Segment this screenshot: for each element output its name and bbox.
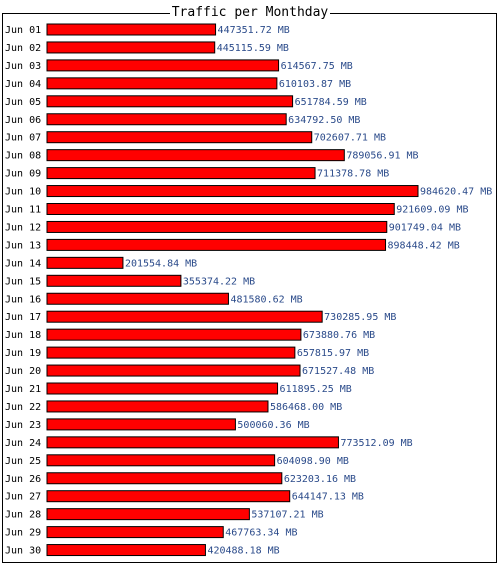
value-label: 671527.48 MB (302, 366, 374, 377)
traffic-bar (46, 238, 387, 251)
value-label: 623203.16 MB (284, 474, 356, 485)
day-label: Jun 26 (5, 474, 41, 485)
traffic-bar (46, 418, 236, 431)
value-label: 481580.62 MB (230, 294, 302, 305)
value-label: 984620.47 MB (420, 187, 492, 198)
day-label: Jun 15 (5, 276, 41, 287)
day-label: Jun 09 (5, 169, 41, 180)
day-label: Jun 29 (5, 528, 41, 539)
traffic-bar (46, 256, 124, 269)
traffic-bar (46, 220, 388, 233)
day-label: Jun 18 (5, 330, 41, 341)
value-label: 702607.71 MB (314, 133, 386, 144)
traffic-bar (46, 328, 302, 341)
day-label: Jun 25 (5, 456, 41, 467)
day-label: Jun 08 (5, 151, 41, 162)
day-label: Jun 04 (5, 79, 41, 90)
traffic-bar (46, 526, 224, 539)
value-label: 500060.36 MB (237, 420, 309, 431)
traffic-bar (46, 400, 269, 413)
day-label: Jun 17 (5, 312, 41, 323)
traffic-bar (46, 454, 276, 467)
day-label: Jun 13 (5, 240, 41, 251)
value-label: 789056.91 MB (346, 151, 418, 162)
traffic-bar (46, 382, 279, 395)
value-label: 614567.75 MB (281, 61, 353, 72)
value-label: 447351.72 MB (218, 25, 290, 36)
value-label: 657815.97 MB (297, 348, 369, 359)
value-label: 610103.87 MB (279, 79, 351, 90)
value-label: 773512.09 MB (340, 438, 412, 449)
value-label: 673880.76 MB (303, 330, 375, 341)
traffic-bar (46, 167, 316, 180)
value-label: 445115.59 MB (217, 43, 289, 54)
traffic-bar (46, 95, 294, 108)
value-label: 634792.50 MB (288, 115, 360, 126)
day-label: Jun 19 (5, 348, 41, 359)
day-label: Jun 20 (5, 366, 41, 377)
value-label: 711378.78 MB (317, 169, 389, 180)
value-label: 355374.22 MB (183, 276, 255, 287)
traffic-bar (46, 149, 345, 162)
traffic-bar (46, 185, 419, 198)
day-label: Jun 28 (5, 510, 41, 521)
day-label: Jun 30 (5, 546, 41, 557)
value-label: 644147.13 MB (292, 492, 364, 503)
traffic-bar (46, 292, 229, 305)
day-label: Jun 10 (5, 187, 41, 198)
traffic-bar (46, 77, 278, 90)
value-label: 420488.18 MB (207, 546, 279, 557)
traffic-bar (46, 41, 216, 54)
day-label: Jun 22 (5, 402, 41, 413)
traffic-bar (46, 274, 182, 287)
day-label: Jun 05 (5, 97, 41, 108)
day-label: Jun 24 (5, 438, 41, 449)
traffic-bar (46, 346, 296, 359)
value-label: 611895.25 MB (280, 384, 352, 395)
day-label: Jun 23 (5, 420, 41, 431)
day-label: Jun 16 (5, 294, 41, 305)
traffic-bar (46, 364, 301, 377)
traffic-bar (46, 436, 339, 449)
traffic-bar (46, 59, 280, 72)
day-label: Jun 27 (5, 492, 41, 503)
day-label: Jun 07 (5, 133, 41, 144)
traffic-bar (46, 544, 206, 557)
day-label: Jun 21 (5, 384, 41, 395)
value-label: 586468.00 MB (270, 402, 342, 413)
day-label: Jun 12 (5, 222, 41, 233)
traffic-bar (46, 131, 313, 144)
traffic-bar (46, 203, 395, 215)
traffic-bar (46, 508, 250, 521)
day-label: Jun 06 (5, 115, 41, 126)
value-label: 921609.09 MB (396, 205, 468, 216)
traffic-bar (46, 113, 287, 126)
value-label: 901749.04 MB (389, 222, 461, 233)
traffic-bar (46, 23, 217, 36)
traffic-bar (46, 472, 283, 485)
day-label: Jun 03 (5, 61, 41, 72)
traffic-bar (46, 490, 291, 503)
value-label: 537107.21 MB (251, 510, 323, 521)
traffic-bar (46, 310, 323, 323)
value-label: 201554.84 MB (125, 258, 197, 269)
value-label: 730285.95 MB (324, 312, 396, 323)
value-label: 651784.59 MB (295, 97, 367, 108)
value-label: 604098.90 MB (277, 456, 349, 467)
value-label: 467763.34 MB (225, 528, 297, 539)
day-label: Jun 14 (5, 258, 41, 269)
value-label: 898448.42 MB (388, 240, 460, 251)
day-label: Jun 01 (5, 25, 41, 36)
day-label: Jun 11 (5, 205, 41, 216)
day-label: Jun 02 (5, 43, 41, 54)
